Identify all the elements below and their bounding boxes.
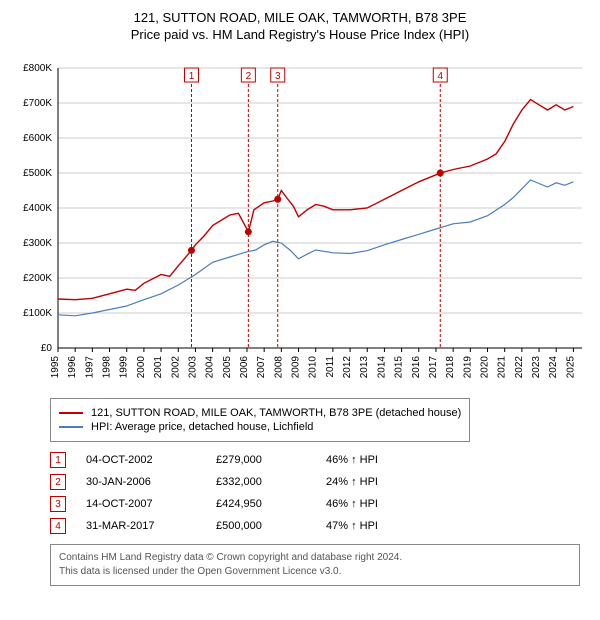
svg-text:£300K: £300K (23, 238, 52, 249)
svg-text:2008: 2008 (273, 356, 284, 379)
legend-row-price-paid: 121, SUTTON ROAD, MILE OAK, TAMWORTH, B7… (59, 407, 461, 419)
svg-text:2004: 2004 (205, 356, 216, 379)
chart-svg: £0 £100K £200K £300K £400K £500K £600K £700K £80… (10, 48, 590, 388)
tx-date: 31-MAR-2017 (86, 520, 196, 532)
svg-text:£400K: £400K (23, 203, 52, 214)
svg-text:2023: 2023 (531, 356, 542, 379)
svg-text:2011: 2011 (325, 356, 336, 378)
svg-text:£100K: £100K (23, 308, 52, 319)
tx-pct: 46% ↑ HPI (326, 454, 416, 466)
transaction-table: 1 04-OCT-2002 £279,000 46% ↑ HPI 2 30-JA… (50, 452, 580, 534)
legend-row-hpi: HPI: Average price, detached house, Lich… (59, 421, 461, 433)
svg-text:2024: 2024 (548, 356, 559, 379)
svg-text:2000: 2000 (136, 356, 147, 379)
table-row: 3 14-OCT-2007 £424,950 46% ↑ HPI (50, 496, 580, 512)
title-sub: Price paid vs. HM Land Registry's House … (10, 27, 590, 42)
svg-text:2002: 2002 (170, 356, 181, 379)
tx-price: £500,000 (216, 520, 306, 532)
tx-pct: 47% ↑ HPI (326, 520, 416, 532)
svg-text:£0: £0 (41, 343, 53, 354)
svg-text:£200K: £200K (23, 273, 52, 284)
tx-num: 1 (50, 452, 66, 468)
svg-text:2007: 2007 (256, 356, 267, 379)
svg-text:2006: 2006 (239, 356, 250, 379)
footer: Contains HM Land Registry data © Crown c… (50, 544, 580, 586)
svg-text:1999: 1999 (119, 356, 130, 379)
title-block: 121, SUTTON ROAD, MILE OAK, TAMWORTH, B7… (10, 10, 590, 42)
svg-text:2018: 2018 (445, 356, 456, 379)
svg-text:2001: 2001 (153, 356, 164, 379)
svg-text:2016: 2016 (411, 356, 422, 379)
footer-line1: Contains HM Land Registry data © Crown c… (59, 551, 571, 565)
svg-text:2021: 2021 (497, 356, 508, 379)
svg-text:2005: 2005 (222, 356, 233, 379)
legend-swatch-price-paid (59, 412, 83, 414)
svg-text:2025: 2025 (565, 356, 576, 379)
svg-text:2020: 2020 (480, 356, 491, 379)
legend-label-price-paid: 121, SUTTON ROAD, MILE OAK, TAMWORTH, B7… (91, 407, 461, 419)
root: 121, SUTTON ROAD, MILE OAK, TAMWORTH, B7… (0, 0, 600, 596)
table-row: 2 30-JAN-2006 £332,000 24% ↑ HPI (50, 474, 580, 490)
tx-date: 30-JAN-2006 (86, 476, 196, 488)
legend-label-hpi: HPI: Average price, detached house, Lich… (91, 421, 313, 433)
tx-num: 3 (50, 496, 66, 512)
svg-text:2010: 2010 (308, 356, 319, 379)
tx-price: £424,950 (216, 498, 306, 510)
svg-text:1995: 1995 (50, 356, 61, 379)
table-row: 1 04-OCT-2002 £279,000 46% ↑ HPI (50, 452, 580, 468)
svg-text:£500K: £500K (23, 168, 52, 179)
svg-text:2015: 2015 (394, 356, 405, 379)
table-row: 4 31-MAR-2017 £500,000 47% ↑ HPI (50, 518, 580, 534)
svg-text:2012: 2012 (342, 356, 353, 379)
svg-text:2019: 2019 (462, 356, 473, 379)
svg-text:2009: 2009 (291, 356, 302, 379)
svg-text:2017: 2017 (428, 356, 439, 379)
tx-num: 4 (50, 518, 66, 534)
tx-pct: 46% ↑ HPI (326, 498, 416, 510)
tx-num: 2 (50, 474, 66, 490)
tx-date: 04-OCT-2002 (86, 454, 196, 466)
svg-text:2003: 2003 (187, 356, 198, 379)
svg-text:4: 4 (437, 71, 443, 82)
legend: 121, SUTTON ROAD, MILE OAK, TAMWORTH, B7… (50, 398, 470, 442)
svg-text:2014: 2014 (376, 356, 387, 379)
svg-text:1998: 1998 (102, 356, 113, 379)
chart: £0 £100K £200K £300K £400K £500K £600K £700K £80… (10, 48, 590, 388)
svg-text:1996: 1996 (67, 356, 78, 379)
svg-text:2: 2 (246, 71, 252, 82)
tx-pct: 24% ↑ HPI (326, 476, 416, 488)
tx-date: 14-OCT-2007 (86, 498, 196, 510)
footer-line2: This data is licensed under the Open Gov… (59, 565, 571, 579)
tx-price: £279,000 (216, 454, 306, 466)
title-main: 121, SUTTON ROAD, MILE OAK, TAMWORTH, B7… (10, 10, 590, 25)
svg-text:3: 3 (275, 71, 281, 82)
svg-text:£700K: £700K (23, 98, 52, 109)
legend-swatch-hpi (59, 426, 83, 428)
svg-text:£800K: £800K (23, 63, 52, 74)
svg-text:1: 1 (189, 71, 195, 82)
svg-text:£600K: £600K (23, 133, 52, 144)
svg-text:2013: 2013 (359, 356, 370, 379)
tx-price: £332,000 (216, 476, 306, 488)
svg-text:2022: 2022 (514, 356, 525, 379)
svg-text:1997: 1997 (84, 356, 95, 379)
